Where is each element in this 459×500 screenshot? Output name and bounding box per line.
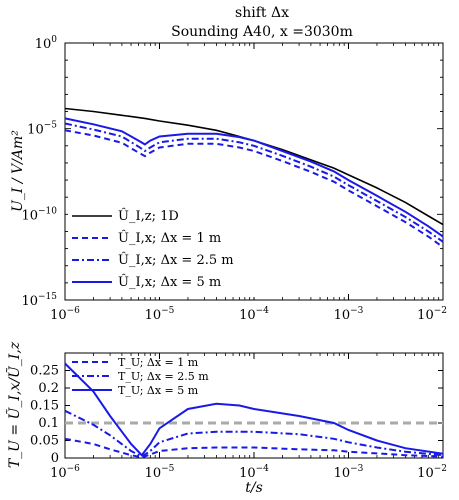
legend-label: Û_I,x; Δx = 1 m <box>118 229 221 246</box>
series-line <box>64 122 444 243</box>
x-tick-label: 10−6 <box>50 306 80 323</box>
bottom-legend: T_U; Δx = 1 mT_U; Δx = 2.5 mT_U; Δx = 5 … <box>72 356 209 397</box>
y-tick-label-exponent: −10 <box>38 206 57 216</box>
legend-label: T_U; Δx = 2.5 m <box>118 370 209 383</box>
x-tick-label: 10−4 <box>239 464 269 481</box>
x-tick-label-exponent: −4 <box>256 306 270 316</box>
y-tick-label-exponent: −5 <box>44 121 58 131</box>
legend-label: Û_I,x; Δx = 2.5 m <box>118 251 234 268</box>
y-tick-label-exponent: −15 <box>38 292 57 302</box>
y-tick-label: 10−5 <box>27 121 57 138</box>
x-tick-label-exponent: −6 <box>67 306 81 316</box>
series-line <box>64 362 444 457</box>
y-tick-label: 0.1 <box>38 416 59 431</box>
x-tick-label-base: 10 <box>50 308 67 323</box>
x-tick-label-exponent: −3 <box>350 306 364 316</box>
y-tick-label: 10−10 <box>21 206 57 223</box>
series-line <box>64 437 444 459</box>
x-tick-label-base: 10 <box>239 466 256 481</box>
y-tick-label: 0 <box>51 451 59 466</box>
x-tick-label-exponent: −6 <box>67 464 81 474</box>
x-tick-label-exponent: −5 <box>161 464 175 474</box>
x-tick-label-exponent: −3 <box>350 464 364 474</box>
y-tick-label-base: 10 <box>21 208 38 223</box>
x-tick-label-exponent: −2 <box>434 306 447 316</box>
y-tick-label-base: 10 <box>35 37 52 52</box>
x-tick-label: 10−2 <box>417 464 447 481</box>
x-tick-label-base: 10 <box>334 466 351 481</box>
bottom-axis-ticks: 10−6 10−5 10−4 10−3 10−200.050.10.150.20.25 <box>30 353 447 481</box>
x-tick-label-base: 10 <box>145 466 162 481</box>
legend-label: T_U; Δx = 1 m <box>118 356 199 369</box>
x-tick-label: 10−5 <box>145 306 175 323</box>
x-tick-label: 10−3 <box>334 306 364 323</box>
series-line <box>64 409 444 458</box>
x-tick-label-exponent: −5 <box>161 306 175 316</box>
top-y-axis-label: U_I / V/Am² <box>10 130 26 212</box>
x-tick-label-base: 10 <box>417 308 434 323</box>
bottom-y-axis-label: T_U = Ũ_I,x/Ũ_I,z <box>5 341 23 468</box>
y-tick-label: 0.15 <box>30 399 59 414</box>
x-tick-label: 10−5 <box>145 464 175 481</box>
y-tick-label-base: 10 <box>27 123 44 138</box>
x-tick-label-base: 10 <box>50 466 67 481</box>
chart-title-line2: Sounding A40, x =3030m <box>171 24 353 40</box>
bottom-chart: 10−6 10−5 10−4 10−3 10−200.050.10.150.20.25 … <box>5 341 447 496</box>
top-series-group <box>64 107 444 249</box>
x-tick-label: 10−6 <box>50 464 80 481</box>
y-tick-label-base: 10 <box>21 294 38 309</box>
series-line <box>64 129 444 249</box>
y-tick-label: 0.25 <box>30 364 59 379</box>
legend-label: T_U; Δx = 5 m <box>118 384 199 397</box>
x-tick-label-exponent: −2 <box>434 464 447 474</box>
y-tick-label: 0.05 <box>30 434 59 449</box>
x-tick-label: 10−4 <box>239 306 269 323</box>
bottom-x-axis-label: t/s <box>245 480 263 496</box>
x-tick-label-base: 10 <box>145 308 162 323</box>
x-tick-label: 10−2 <box>417 306 447 323</box>
chart-title-line1: shift Δx <box>235 5 289 21</box>
x-tick-label-base: 10 <box>239 308 256 323</box>
y-tick-label: 0.2 <box>38 381 59 396</box>
legend-label: Û_I,x; Δx = 5 m <box>118 273 221 290</box>
x-tick-label-base: 10 <box>417 466 434 481</box>
series-line <box>64 117 444 238</box>
y-tick-label-exponent: 0 <box>51 35 57 45</box>
bottom-series-group <box>64 362 444 459</box>
x-tick-label-exponent: −4 <box>256 464 270 474</box>
x-tick-label: 10−3 <box>334 464 364 481</box>
legend-label: Û_I,z; 1D <box>118 207 179 224</box>
top-legend: Û_I,z; 1D Û_I,x; Δx = 1 m Û_I,x; Δx = 2.5 … <box>68 205 258 297</box>
y-tick-label: 10−15 <box>21 292 57 309</box>
x-tick-label-base: 10 <box>334 308 351 323</box>
y-tick-label: 100 <box>35 35 58 52</box>
